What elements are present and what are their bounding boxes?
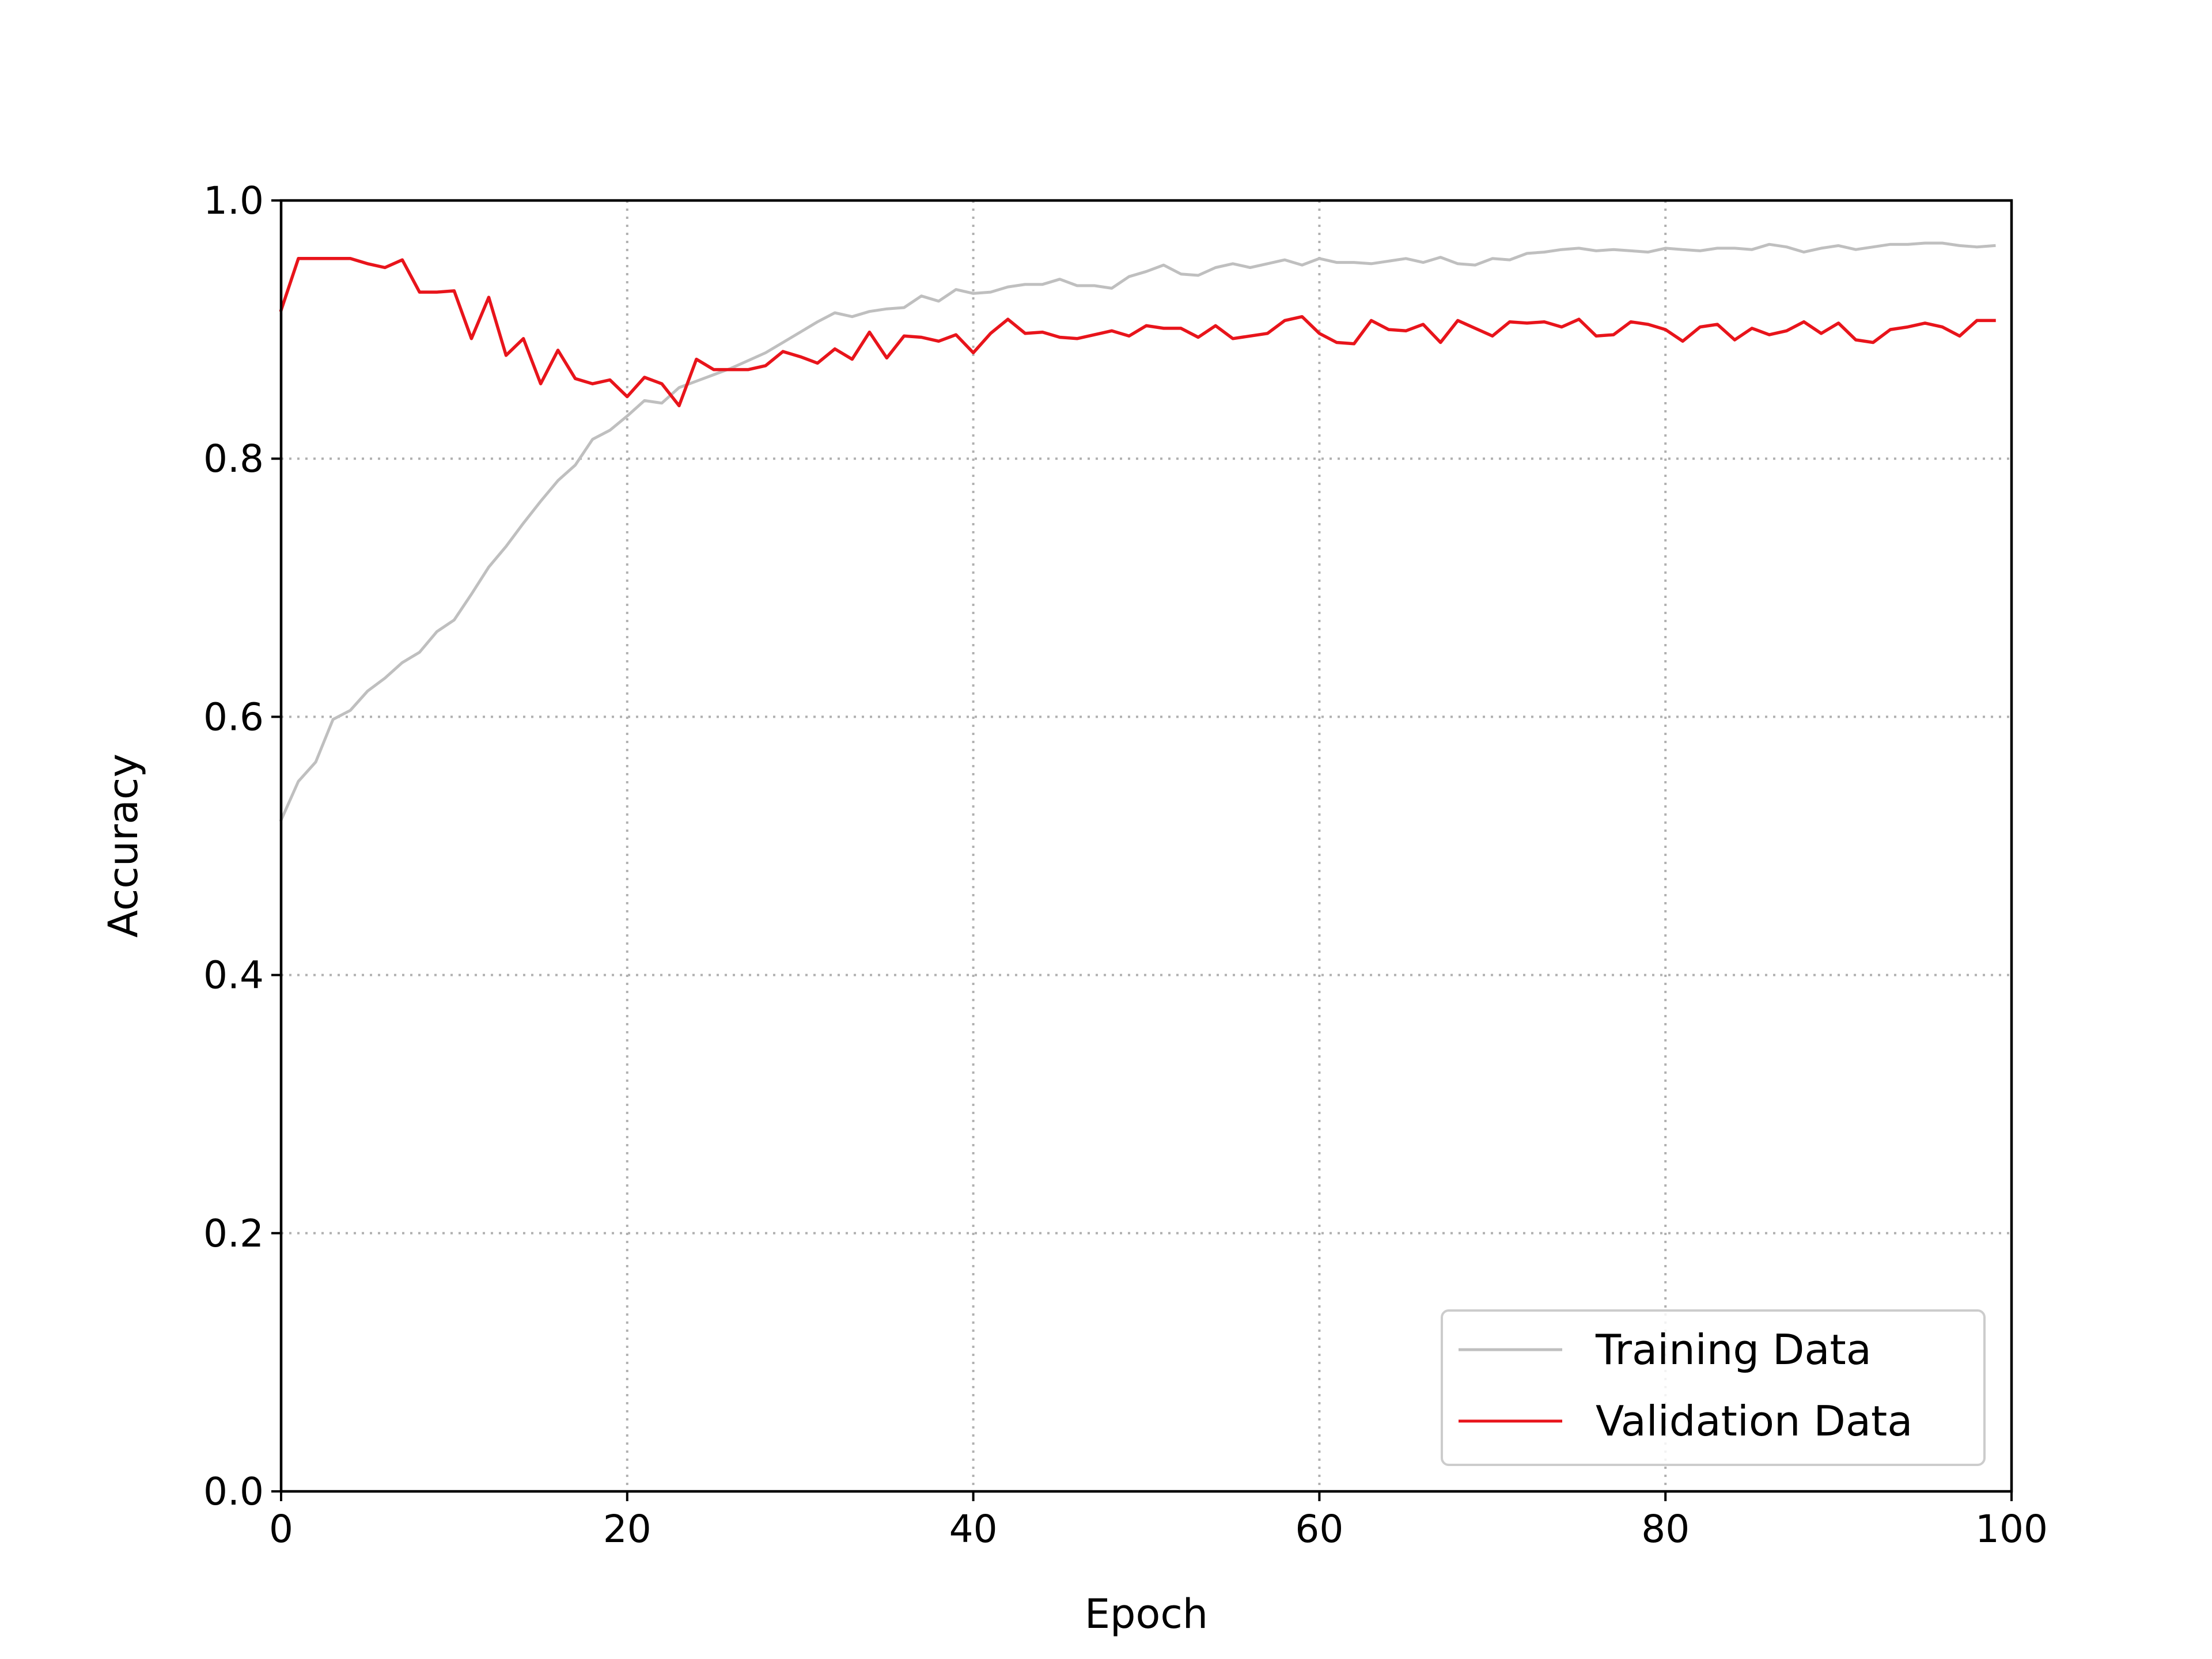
y-tick-label-2: 0.4 <box>203 953 264 998</box>
plot-frame <box>279 199 2013 1493</box>
x-tick-label-5: 100 <box>1975 1507 2048 1551</box>
y-tick-label-4: 0.8 <box>203 437 264 481</box>
y-tick-label-5: 1.0 <box>203 179 264 223</box>
x-axis-label: Epoch <box>1085 1590 1208 1638</box>
x-tick-label-3: 60 <box>1295 1507 1343 1551</box>
x-tick-label-1: 20 <box>603 1507 652 1551</box>
y-tick-label-0: 0.0 <box>203 1469 264 1514</box>
legend-box <box>1441 1309 1986 1466</box>
plot-series <box>279 241 1996 823</box>
legend-label-training: Training Data <box>1595 1325 1872 1374</box>
y-axis-label: Accuracy <box>100 753 147 938</box>
y-tick-label-3: 0.6 <box>203 695 264 739</box>
legend: Training Data Validation Data <box>1441 1309 1986 1466</box>
series-line-validation <box>279 257 1996 408</box>
grid-lines <box>280 199 2013 1493</box>
axis-ticks: 0 20 40 60 80 100 0.0 0.2 0.4 0.6 0.8 1.0 <box>203 179 2048 1551</box>
x-tick-label-0: 0 <box>269 1507 293 1551</box>
x-tick-label-4: 80 <box>1641 1507 1690 1551</box>
series-line-training <box>279 241 1996 823</box>
legend-label-validation: Validation Data <box>1596 1397 1912 1445</box>
x-tick-label-2: 40 <box>949 1507 998 1551</box>
y-tick-label-1: 0.2 <box>203 1211 264 1256</box>
